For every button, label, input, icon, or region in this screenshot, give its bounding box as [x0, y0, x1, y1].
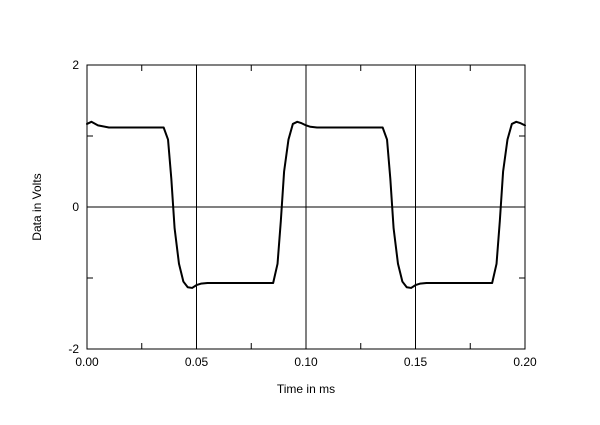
- y-tick-label-1: 0: [72, 200, 79, 214]
- x-tick-labels: 0.00 0.05 0.10 0.15 0.20: [75, 355, 537, 369]
- series-group: [86, 120, 526, 289]
- x-axis-title: Time in ms: [277, 382, 335, 396]
- x-tick-label-1: 0.05: [185, 355, 209, 369]
- y-tick-labels: -2 0 2: [68, 58, 79, 356]
- plot-frame: [86, 64, 526, 350]
- series-line-0: [86, 120, 526, 289]
- y-tick-label-0: -2: [68, 342, 79, 356]
- x-tick-label-4: 0.20: [513, 355, 537, 369]
- y-tick-label-2: 2: [72, 58, 79, 72]
- x-tick-label-3: 0.15: [404, 355, 428, 369]
- x-tick-label-0: 0.00: [75, 355, 99, 369]
- x-tick-label-2: 0.10: [294, 355, 318, 369]
- grid-lines: [87, 65, 525, 349]
- minor-ticks: [87, 65, 525, 349]
- y-axis-title: Data in Volts: [30, 173, 44, 240]
